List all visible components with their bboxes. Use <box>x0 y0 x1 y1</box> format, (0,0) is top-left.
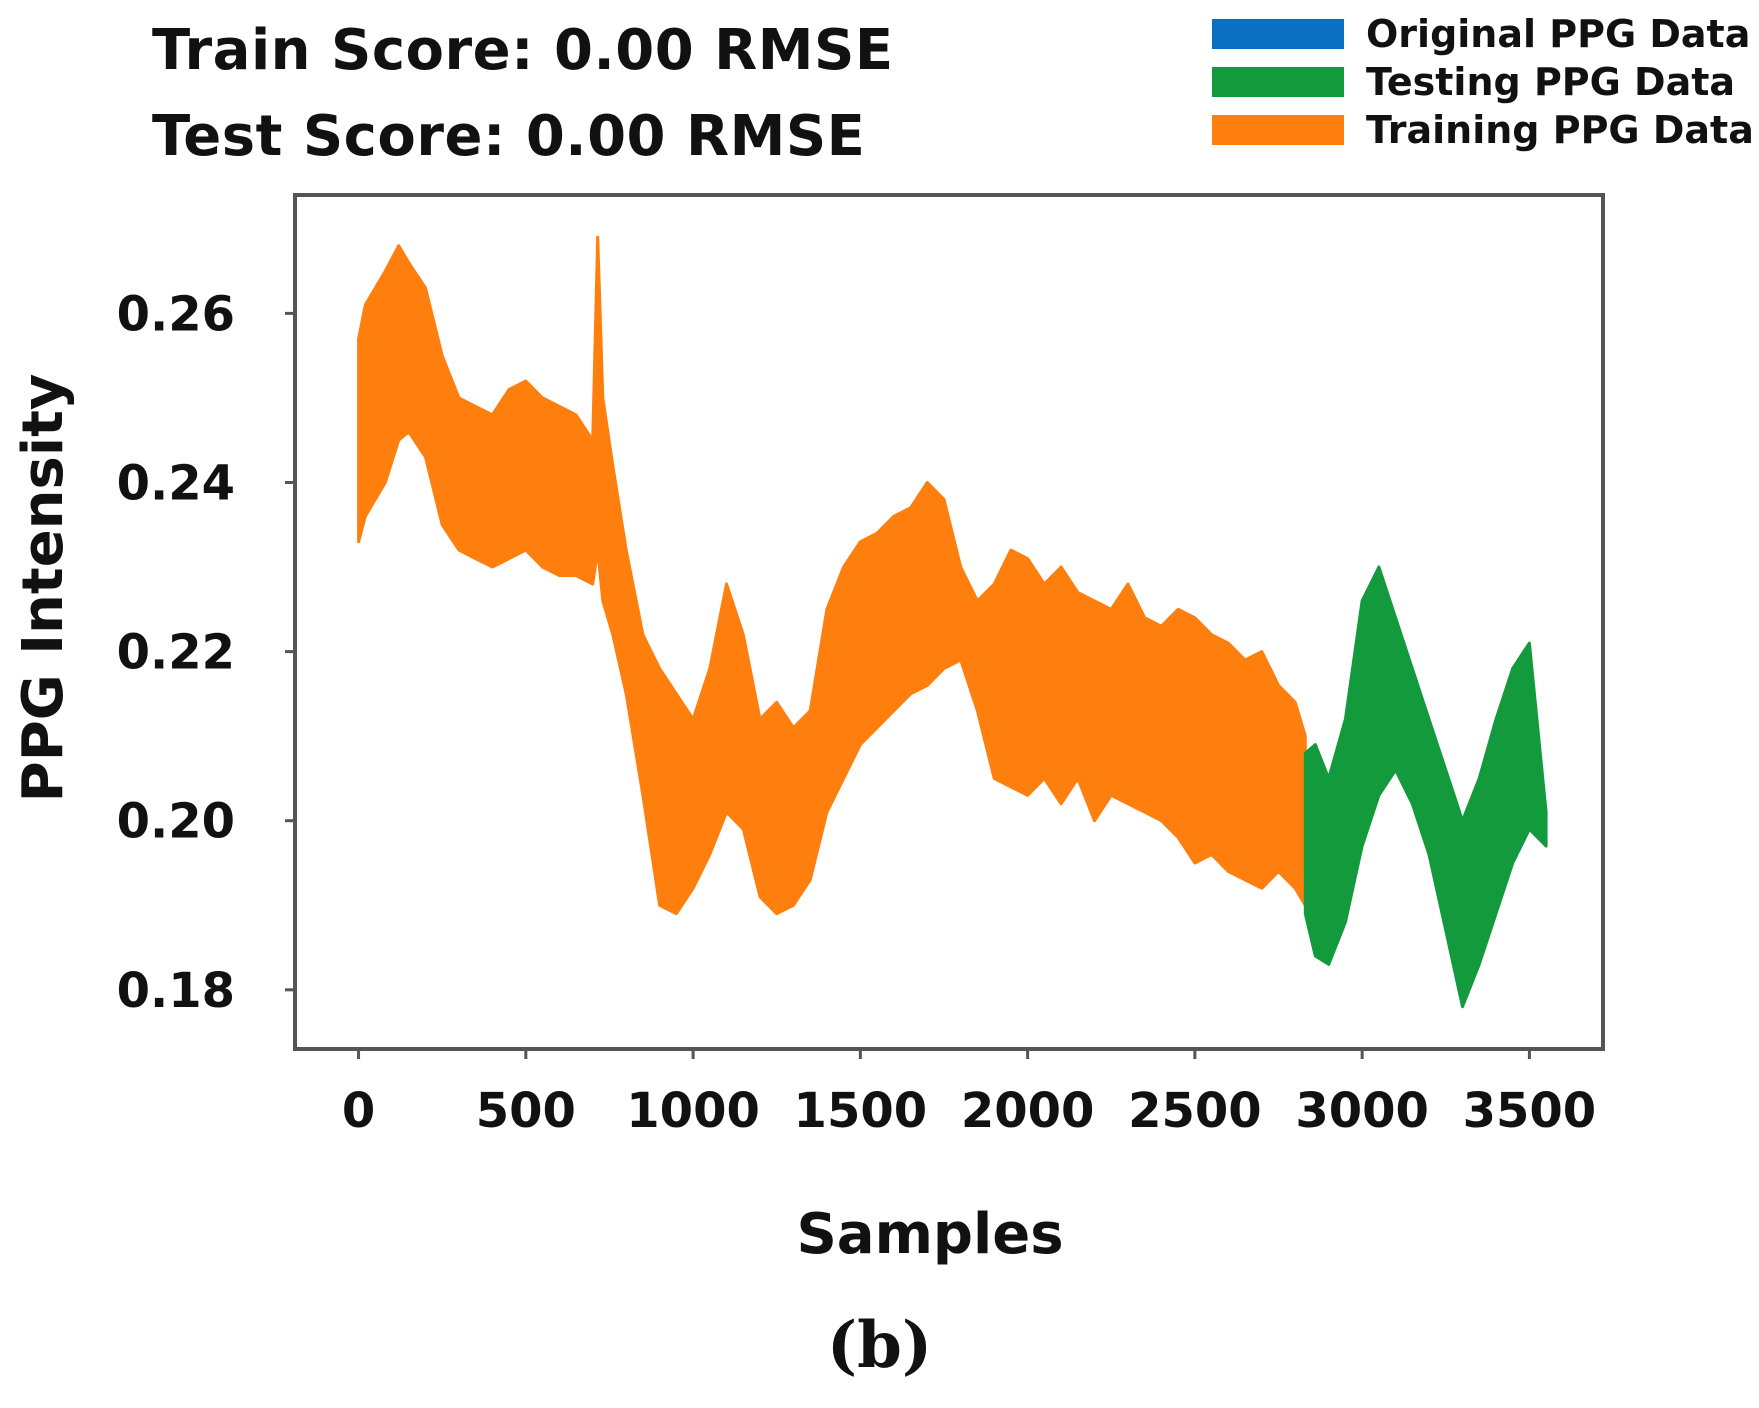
x-tick-layer: 0 500 1000 1500 2000 2500 3000 3500 <box>342 1049 1596 1139</box>
x-tick-label: 500 <box>476 1083 576 1139</box>
y-tick-label: 0.20 <box>117 794 235 850</box>
chart-legend: Original PPG Data Testing PPG Data Train… <box>1212 10 1754 154</box>
x-tick-label: 3500 <box>1463 1083 1597 1139</box>
legend-swatch-testing <box>1212 67 1344 97</box>
figure-caption: (b) <box>826 1308 933 1383</box>
y-tick-layer: 0.18 0.20 0.22 0.24 0.26 <box>117 286 295 1019</box>
x-tick-label: 1000 <box>626 1083 760 1139</box>
series-layer <box>357 235 1548 1009</box>
y-axis-label: PPG Intensity <box>11 374 76 803</box>
y-tick-label: 0.24 <box>117 455 235 511</box>
plot-frame <box>293 193 1605 1051</box>
x-tick-label: 3000 <box>1295 1083 1429 1139</box>
legend-item-testing: Testing PPG Data <box>1212 58 1754 106</box>
x-tick-label: 1500 <box>794 1083 928 1139</box>
legend-swatch-training <box>1212 115 1344 145</box>
x-tick-label: 2000 <box>961 1083 1095 1139</box>
test-score-text: Test Score: 0.00 RMSE <box>152 104 866 169</box>
x-tick-label: 0 <box>342 1083 375 1139</box>
y-tick-label: 0.26 <box>117 286 235 342</box>
legend-item-original: Original PPG Data <box>1212 10 1754 58</box>
legend-label-training: Training PPG Data <box>1366 108 1754 152</box>
legend-item-training: Training PPG Data <box>1212 106 1754 154</box>
y-tick-label: 0.18 <box>117 963 235 1019</box>
legend-label-original: Original PPG Data <box>1366 12 1751 56</box>
series-band-testing-ppg-data <box>1303 565 1548 1009</box>
series-band-training-ppg-data <box>357 235 1307 916</box>
legend-swatch-original <box>1212 19 1344 49</box>
x-axis-label: Samples <box>796 1202 1063 1267</box>
train-score-text: Train Score: 0.00 RMSE <box>152 18 894 83</box>
y-tick-label: 0.22 <box>117 625 235 681</box>
x-tick-label: 2500 <box>1128 1083 1262 1139</box>
legend-label-testing: Testing PPG Data <box>1366 60 1736 104</box>
